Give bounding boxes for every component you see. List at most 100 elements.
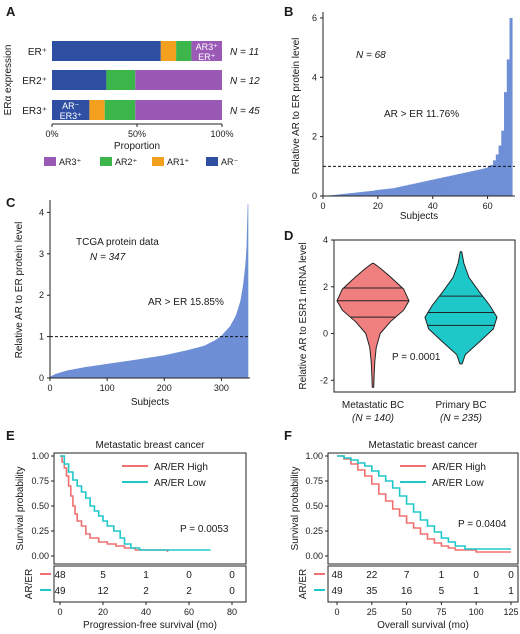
panel-d-y-tick-label: -2: [320, 375, 328, 385]
panel-b-bar: [479, 169, 483, 196]
panel-b-bar: [495, 154, 499, 196]
panel-b-bar: [366, 191, 370, 196]
panel-b-bar: [473, 170, 477, 196]
panel-e-y-tick-label: 1.00: [31, 451, 49, 461]
panel-d-letter: D: [284, 228, 293, 243]
panel-b-bar: [432, 179, 436, 196]
panel-b-bar: [501, 130, 505, 196]
panel-f-x-tick-label: 75: [436, 607, 446, 617]
panel-f-risk-value: 1: [439, 570, 445, 581]
panel-b-bar: [333, 194, 338, 196]
panel-f-x-title: Overall survival (mo): [377, 620, 469, 631]
panel-b-bar: [353, 192, 357, 196]
panel-b-bar: [388, 188, 392, 196]
panel-a-n-label: N = 45: [230, 106, 260, 117]
panel-f-p-label: P = 0.0404: [458, 519, 507, 530]
panel-f-x-tick-label: 0: [334, 607, 339, 617]
panel-f-y-tick-label: 1.00: [305, 451, 323, 461]
panel-e-y-tick-label: 0.75: [31, 476, 49, 486]
panel-b-bar: [342, 193, 346, 196]
panel-e-risk-value: 0: [186, 570, 192, 581]
panel-d-y-title: Relative AR to ESR1 mRNA level: [298, 242, 309, 389]
panel-f-x-tick-label: 125: [503, 607, 518, 617]
panel-b-x-tick-label: 60: [483, 201, 493, 211]
panel-a-inbar-label: AR3⁺: [196, 42, 219, 52]
panel-a-bar-segment: [160, 41, 177, 61]
panel-e-x-tick-label: 20: [98, 607, 108, 617]
panel-b-bar: [397, 187, 401, 196]
panel-e-risk-label: AR/ER: [24, 569, 35, 600]
panel-b-bar: [399, 186, 403, 196]
panel-b-bar: [424, 181, 428, 196]
panel-f-x-tick-label: 25: [367, 607, 377, 617]
panel-a-category-label: ER2⁺: [22, 76, 47, 87]
panel-e-y-tick-label: 0.25: [31, 526, 49, 536]
panel-b-bar: [339, 194, 343, 196]
panel-a-category-label: ER⁺: [28, 47, 47, 58]
panel-e-risk-value: 0: [229, 586, 235, 597]
panel-b-bar: [380, 189, 384, 196]
panel-a-bar-segment: [52, 70, 107, 90]
panel-f-y-title: Survival probability: [290, 467, 301, 551]
panel-e-risk-value: 1: [143, 570, 149, 581]
panel-c-y-tick-label: 0: [39, 373, 44, 383]
panel-c-title-text: TCGA protein data: [76, 237, 159, 248]
panel-c-y-tick-label: 2: [39, 290, 44, 300]
panel-f-y-tick-label: 0.50: [305, 501, 323, 511]
panel-a-x-tick-label: 0%: [45, 129, 58, 139]
panel-b-bar: [476, 169, 480, 196]
panel-b-bar: [443, 177, 447, 196]
panel-f-x-tick-label: 50: [402, 607, 412, 617]
panel-d-group-label: Metastatic BC: [342, 400, 404, 411]
panel-c-y-tick-label: 3: [39, 249, 44, 259]
panel-c-x-tick-label: 300: [214, 383, 229, 393]
panel-b-bar: [347, 193, 351, 196]
panel-c-n-label: N = 347: [90, 252, 126, 263]
panel-b-bar: [506, 59, 510, 196]
panel-b-y-tick-label: 0: [312, 191, 317, 201]
panel-b-annotation: AR > ER 11.76%: [384, 109, 459, 120]
panel-a-bar-segment: [104, 100, 136, 120]
panel-f-risk-value: 1: [473, 586, 479, 597]
panel-a-bar-segment: [135, 100, 222, 120]
panel-f-y-tick-label: 0.25: [305, 526, 323, 536]
panel-f-y-tick-label: 0.75: [305, 476, 323, 486]
panel-a-bar-segment: [52, 100, 90, 120]
panel-a-n-label: N = 12: [230, 76, 260, 87]
panel-e-p-label: P = 0.0053: [180, 524, 229, 535]
panel-a-bar-segment: [52, 41, 161, 61]
panel-e-risk-value: 49: [54, 586, 66, 597]
panel-e-risk-value: 2: [186, 586, 192, 597]
panel-a-n-label: N = 11: [230, 47, 259, 58]
panel-e-km-curve: [60, 455, 211, 551]
panel-e-risk-value: 5: [100, 570, 106, 581]
panel-b-bar: [465, 172, 469, 196]
panel-e-y-tick-label: 0.00: [31, 551, 49, 561]
panel-f-km-curve: [337, 455, 511, 550]
panel-a-category-label: ER3⁺: [22, 106, 47, 117]
panel-b-bar: [471, 171, 475, 196]
panel-c-annotation: AR > ER 15.85%: [148, 297, 224, 308]
panel-b-bar: [451, 175, 455, 196]
panel-e-title: Metastatic breast cancer: [96, 440, 206, 451]
panel-b-bar: [350, 193, 354, 196]
panel-d-y-tick-label: 4: [323, 235, 328, 245]
panel-f-risk-table-frame: [327, 565, 519, 603]
panel-b-bar: [361, 191, 365, 196]
panel-e-x-tick-label: 40: [141, 607, 151, 617]
panel-b-bar: [427, 180, 431, 196]
panel-b-bar: [454, 174, 458, 196]
panel-f-risk-value: 7: [404, 570, 410, 581]
panel-b-y-tick-label: 6: [312, 13, 317, 23]
panel-b-bar: [386, 188, 390, 196]
panel-f-letter: F: [284, 428, 292, 443]
panel-e-letter: E: [6, 428, 15, 443]
panel-c-x-tick-label: 200: [157, 383, 172, 393]
panel-c-y-tick-label: 4: [39, 207, 44, 217]
panel-e-x-tick-label: 60: [184, 607, 194, 617]
panel-d-violin: [424, 251, 498, 365]
panel-a-inbar-label: ER⁺: [198, 52, 216, 62]
panel-c-x-title: Subjects: [131, 397, 169, 408]
panel-e-x-tick-label: 0: [57, 607, 62, 617]
panel-b-bar: [413, 183, 417, 196]
